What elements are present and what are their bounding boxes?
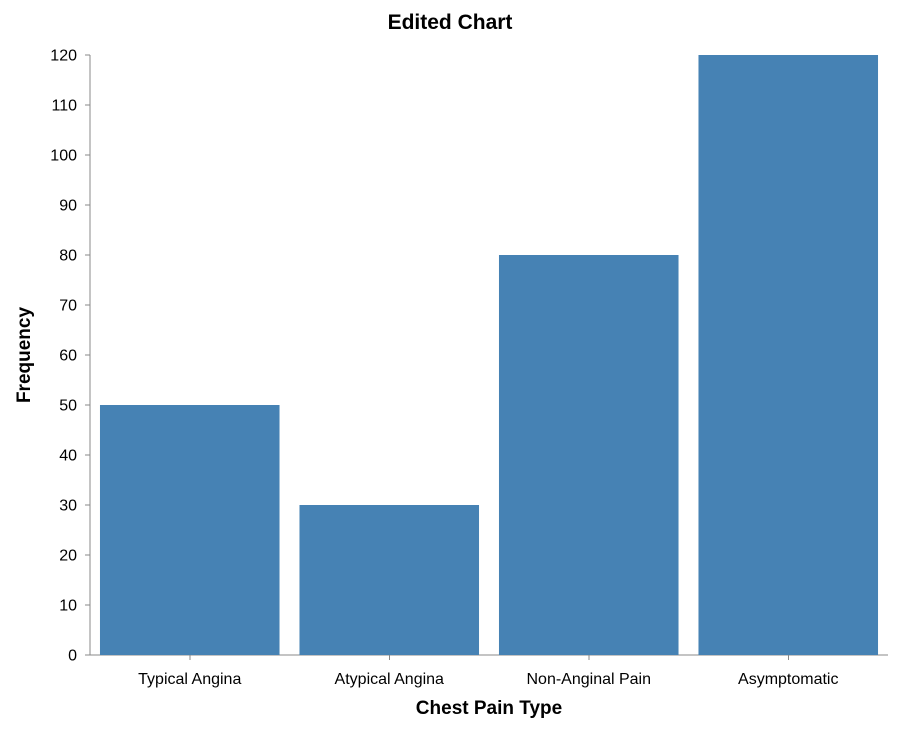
x-tick-label: Non-Anginal Pain: [526, 671, 651, 688]
x-tick-label: Asymptomatic: [738, 671, 838, 688]
y-tick-label: 20: [59, 548, 77, 565]
y-tick-label: 70: [59, 298, 77, 315]
y-axis-title: Frequency: [14, 307, 35, 404]
y-tick-label: 80: [59, 248, 77, 265]
y-tick-label: 120: [50, 48, 77, 65]
x-tick-label: Atypical Angina: [335, 671, 445, 688]
y-tick-label: 90: [59, 198, 77, 215]
x-tick-label: Typical Angina: [138, 671, 241, 688]
y-tick-label: 10: [59, 598, 77, 615]
bar: [299, 505, 480, 655]
bars-group: [99, 55, 879, 655]
chart-title: Edited Chart: [388, 11, 513, 34]
x-axis-title: Chest Pain Type: [416, 698, 562, 719]
y-tick-label: 0: [68, 648, 77, 665]
y-axis: 0 10 20 30 40 50 60 70 80 90 100 110 120: [50, 48, 91, 665]
bar: [99, 405, 280, 655]
y-tick-label: 30: [59, 498, 77, 515]
y-tick-label: 50: [59, 398, 77, 415]
y-tick-label: 100: [50, 148, 77, 165]
y-tick-label: 110: [51, 98, 77, 115]
bar: [498, 255, 679, 655]
bar: [698, 55, 879, 655]
y-tick-label: 40: [59, 448, 77, 465]
x-axis: Typical Angina Atypical Angina Non-Anginal…: [90, 654, 888, 688]
y-tick-label: 60: [59, 348, 77, 365]
